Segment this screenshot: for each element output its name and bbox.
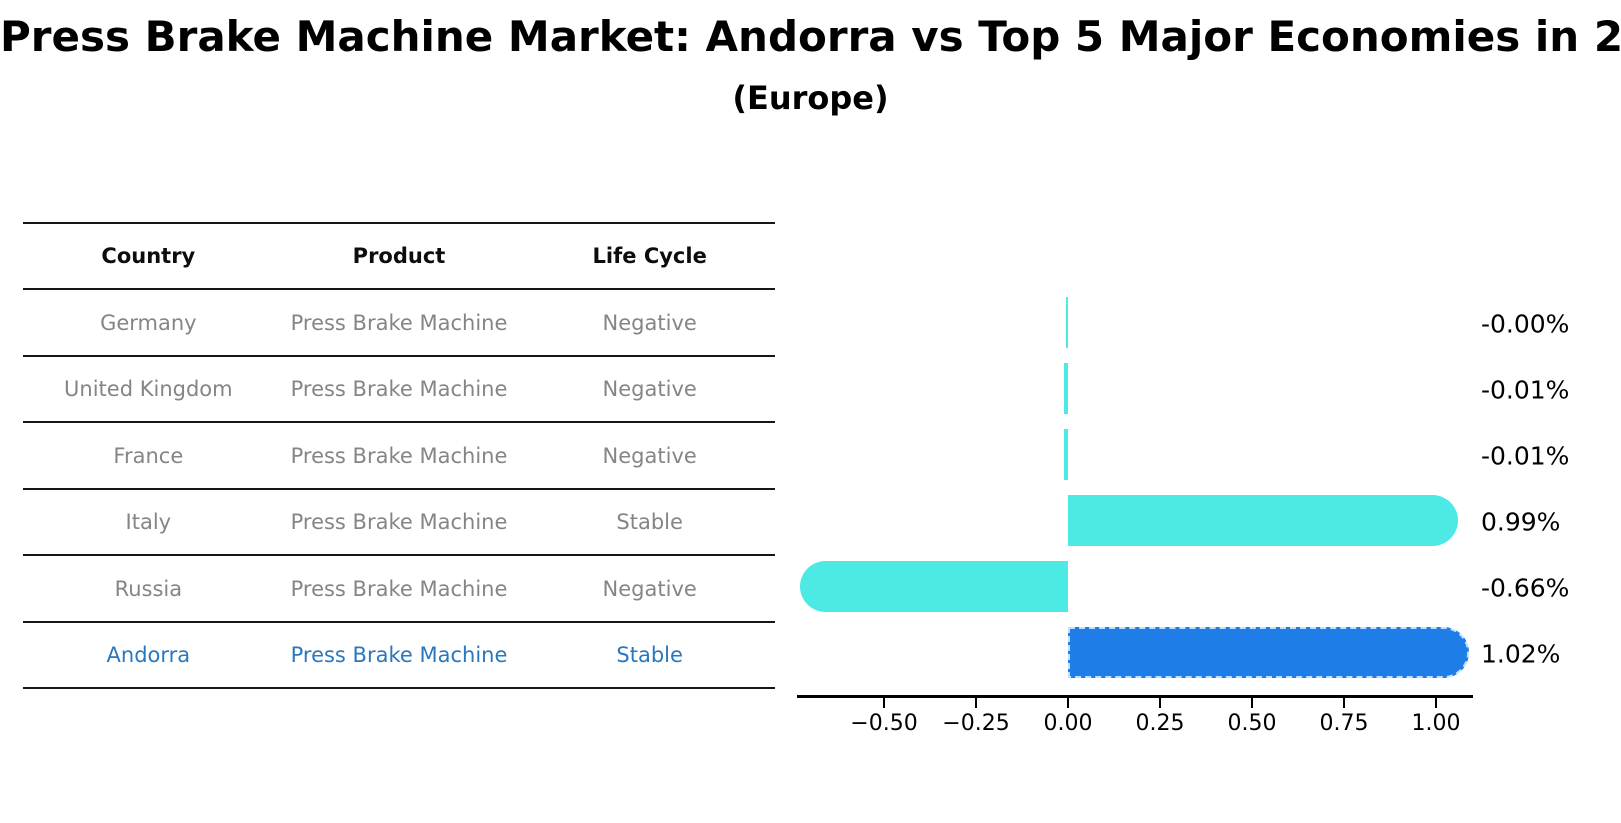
- x-axis-tick: [974, 697, 978, 708]
- table-row-italy: Italy Press Brake Machine Stable: [23, 490, 775, 554]
- product-cell: Press Brake Machine: [290, 576, 508, 601]
- bar-value-label-italy: 0.99%: [1481, 507, 1561, 537]
- table-row-france: France Press Brake Machine Negative: [23, 423, 775, 488]
- bar-value-label-germany: -0.00%: [1481, 309, 1570, 339]
- separator-line: [23, 687, 775, 689]
- page-title: Press Brake Machine Market: Andorra vs T…: [0, 12, 1621, 61]
- table-row-germany: Germany Press Brake Machine Negative: [23, 290, 775, 355]
- table-row-andorra: Andorra Press Brake Machine Stable: [23, 623, 775, 687]
- column-header-product: Product: [352, 244, 446, 268]
- separator-line: [23, 488, 775, 490]
- x-axis-tick: [1342, 697, 1346, 708]
- x-axis-tick-label: 1.00: [1411, 711, 1461, 736]
- column-header-life-cycle: Life Cycle: [592, 244, 707, 268]
- bar-value-label-united-kingdom: -0.01%: [1481, 375, 1570, 405]
- product-cell: Press Brake Machine: [290, 310, 508, 335]
- separator-line: [23, 222, 775, 224]
- product-cell: Press Brake Machine: [290, 643, 508, 667]
- life-cycle-cell: Stable: [616, 510, 683, 534]
- bar-france: [1064, 428, 1068, 480]
- x-axis-tick-label: −0.25: [942, 711, 1010, 736]
- country-cell: Russia: [114, 576, 183, 601]
- life-cycle-cell: Negative: [602, 443, 697, 468]
- page-subtitle: (Europe): [732, 79, 889, 117]
- separator-line: [23, 421, 775, 423]
- table-row-united-kingdom: United Kingdom Press Brake Machine Negat…: [23, 357, 775, 421]
- x-axis-tick: [1066, 697, 1070, 708]
- column-header-country: Country: [101, 244, 196, 268]
- life-cycle-cell: Negative: [602, 377, 697, 401]
- comparison-table: Country Product Life Cycle Germany Press…: [23, 222, 775, 690]
- table-header-row: Country Product Life Cycle: [23, 224, 775, 288]
- x-axis-tick-label: −0.50: [850, 711, 918, 736]
- product-cell: Press Brake Machine: [290, 443, 508, 468]
- country-cell: France: [113, 443, 184, 468]
- x-axis-tick: [1250, 697, 1254, 708]
- country-cell: Italy: [125, 510, 172, 534]
- bar-value-label-andorra: 1.02%: [1481, 639, 1561, 669]
- bar-andorra: [1068, 626, 1469, 678]
- product-cell: Press Brake Machine: [290, 377, 508, 401]
- country-cell: Andorra: [106, 643, 191, 667]
- life-cycle-cell: Negative: [602, 576, 697, 601]
- x-axis-tick-label: 0.75: [1319, 711, 1369, 736]
- life-cycle-cell: Negative: [602, 310, 697, 335]
- x-axis-tick-label: 0.25: [1135, 711, 1185, 736]
- bar-value-label-france: -0.01%: [1481, 441, 1570, 471]
- table-row-russia: Russia Press Brake Machine Negative: [23, 556, 775, 621]
- bar-germany: [1066, 296, 1068, 348]
- country-cell: Germany: [100, 310, 197, 335]
- x-axis-tick-label: 0.00: [1043, 711, 1093, 736]
- separator-line: [23, 355, 775, 357]
- product-cell: Press Brake Machine: [290, 510, 508, 534]
- x-axis-line: [797, 695, 1473, 698]
- x-axis-tick: [1158, 697, 1162, 708]
- separator-line: [23, 621, 775, 623]
- x-axis-tick-label: 0.50: [1227, 711, 1277, 736]
- bar-value-label-russia: -0.66%: [1481, 573, 1570, 603]
- bar-united-kingdom: [1064, 362, 1068, 414]
- x-axis-tick: [882, 697, 886, 708]
- bar-russia: [799, 560, 1068, 612]
- bar-italy: [1068, 494, 1458, 546]
- x-axis-tick: [1434, 697, 1438, 708]
- country-cell: United Kingdom: [64, 377, 233, 401]
- life-cycle-cell: Stable: [616, 643, 683, 667]
- separator-line: [23, 288, 775, 290]
- separator-line: [23, 554, 775, 556]
